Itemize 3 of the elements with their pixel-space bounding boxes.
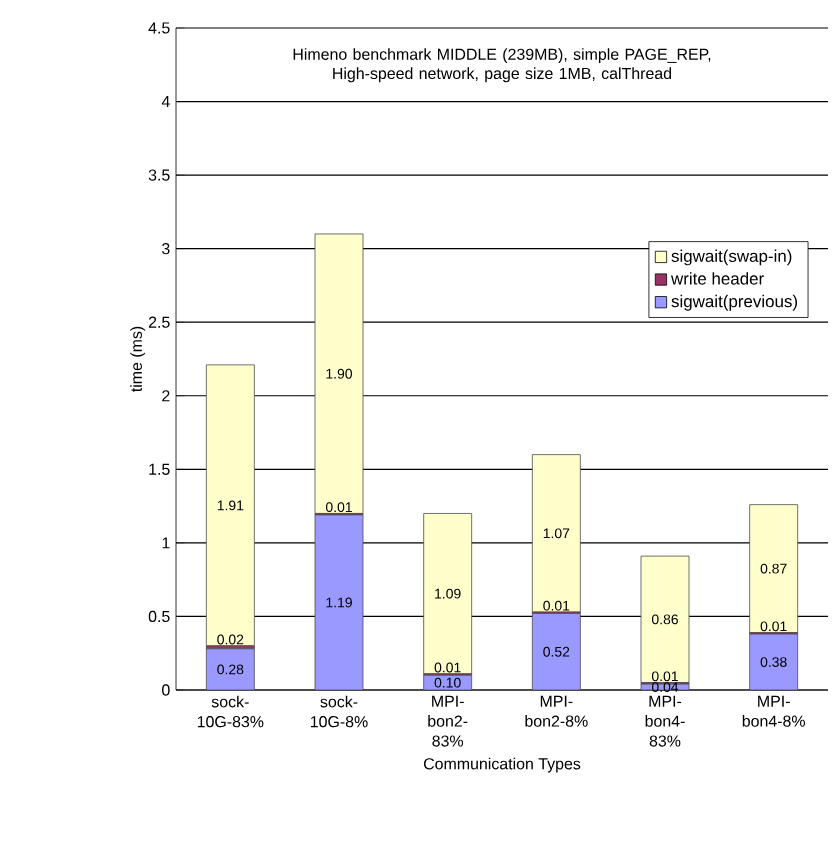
legend-label: write header bbox=[670, 272, 764, 285]
legend-label: sigwait(previous) bbox=[671, 294, 798, 311]
legend-label: sigwait(swap-in) bbox=[671, 249, 792, 266]
